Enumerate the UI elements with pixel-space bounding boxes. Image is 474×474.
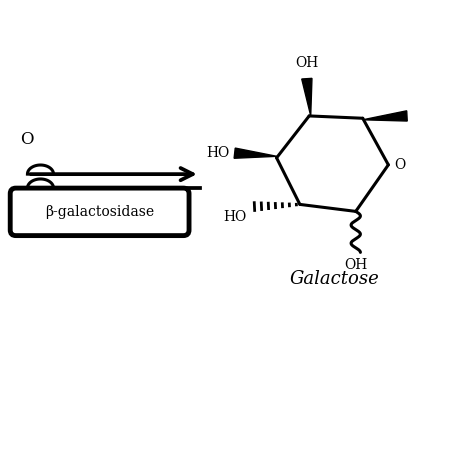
Text: O: O — [20, 131, 34, 148]
Polygon shape — [302, 78, 312, 116]
Polygon shape — [363, 111, 407, 121]
Text: HO: HO — [223, 210, 246, 225]
Text: Galactose: Galactose — [290, 270, 380, 288]
Text: O: O — [394, 158, 405, 172]
Text: β-galactosidase: β-galactosidase — [45, 205, 154, 219]
Text: HO: HO — [206, 146, 229, 160]
Polygon shape — [234, 148, 277, 158]
Text: OH: OH — [344, 258, 367, 272]
Text: OH: OH — [295, 56, 319, 70]
FancyBboxPatch shape — [10, 188, 189, 236]
